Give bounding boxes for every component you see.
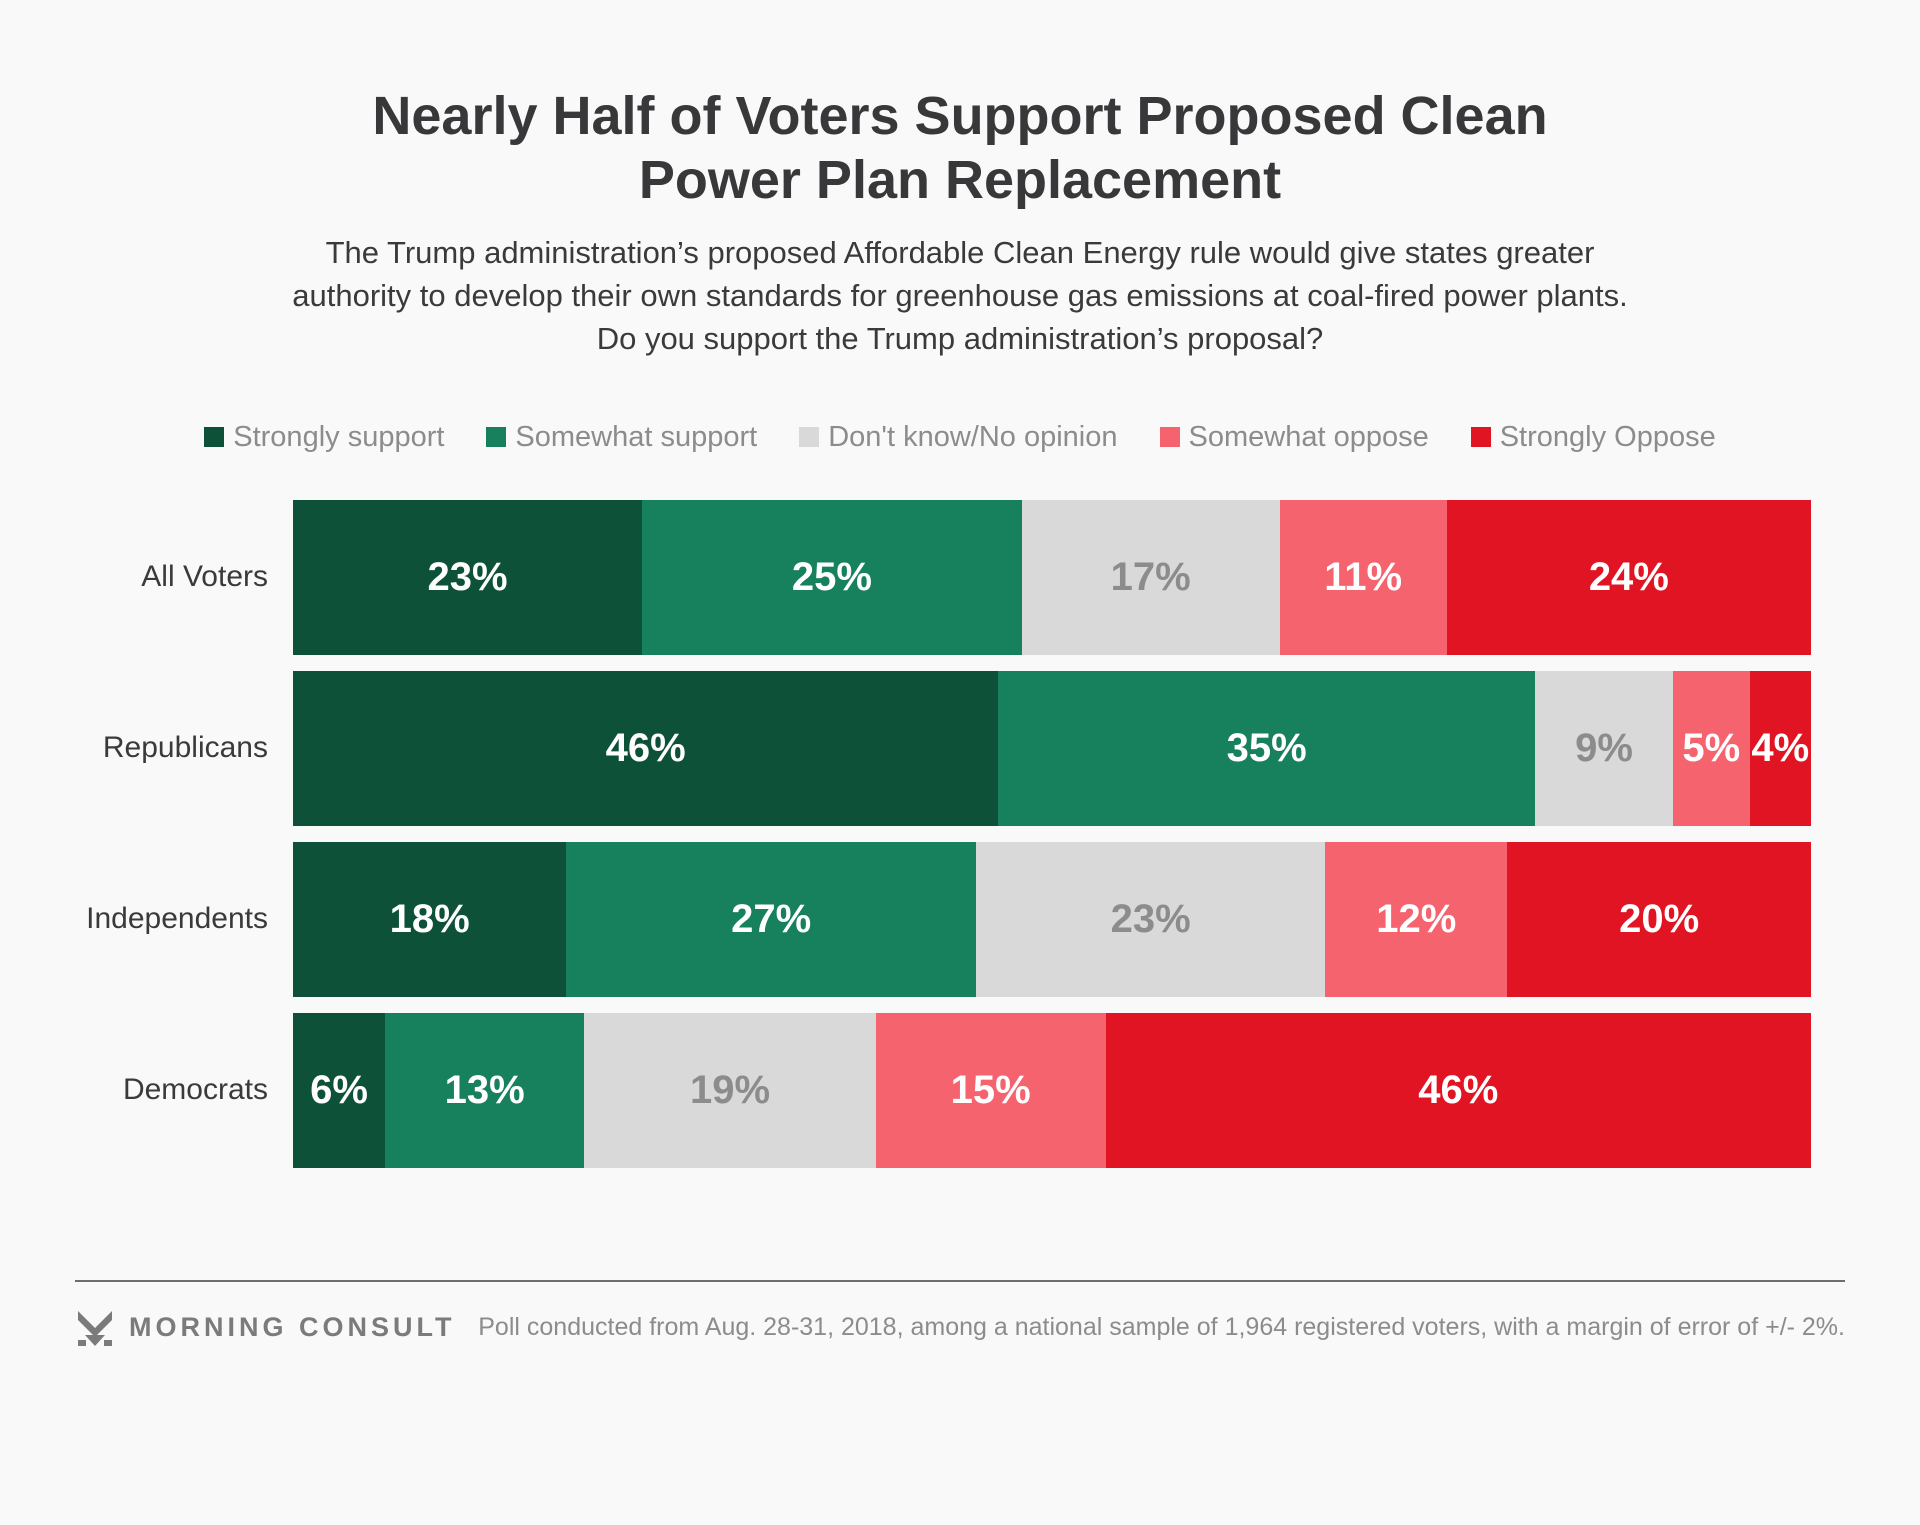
chart-subtitle: The Trump administration’s proposed Affo… xyxy=(292,235,1628,356)
legend-label: Somewhat support xyxy=(515,420,758,453)
footer: MORNING CONSULT Poll conducted from Aug.… xyxy=(75,1308,1845,1348)
bar-segment-democrats-strongly-oppose: 46% xyxy=(1105,1012,1811,1168)
morning-consult-logo-icon xyxy=(78,1310,112,1346)
legend-label: Strongly Oppose xyxy=(1499,420,1716,453)
row-label: All Voters xyxy=(141,560,268,594)
footer-divider xyxy=(75,1279,1845,1282)
bar-segment-republicans-strongly-support: 46% xyxy=(293,670,999,826)
poll-note: Poll conducted from Aug. 28-31, 2018, am… xyxy=(478,1313,1845,1342)
bar-segment-all-voters-strongly-support: 23% xyxy=(293,499,643,655)
chart-row-democrats: Democrats 6% 13% 19% 15% 46% xyxy=(75,1012,1811,1168)
brand-name: MORNING CONSULT xyxy=(129,1312,456,1343)
bar-segment-independents-strongly-oppose: 20% xyxy=(1507,841,1811,997)
bar-segment-all-voters-don-t-know-no-opinion: 17% xyxy=(1021,499,1280,655)
bar-segment-independents-somewhat-support: 27% xyxy=(566,841,977,997)
legend-swatch-icon xyxy=(1470,427,1491,448)
bar-segment-all-voters-somewhat-support: 25% xyxy=(642,499,1022,655)
legend-swatch-icon xyxy=(799,427,820,448)
bar-segment-democrats-don-t-know-no-opinion: 19% xyxy=(584,1012,876,1168)
legend-swatch-icon xyxy=(1159,427,1180,448)
bar-segment-republicans-somewhat-oppose: 5% xyxy=(1673,670,1750,826)
chart-title: Nearly Half of Voters Support Proposed C… xyxy=(372,86,1548,210)
legend-label: Don't know/No opinion xyxy=(828,420,1118,453)
stacked-bar: 6% 13% 19% 15% 46% xyxy=(293,1012,1811,1168)
legend-item-strongly-oppose: Strongly Oppose xyxy=(1470,420,1716,454)
bar-segment-independents-don-t-know-no-opinion: 23% xyxy=(976,841,1326,997)
chart-row-all-voters: All Voters 23% 25% 17% 11% 24% xyxy=(75,499,1811,655)
bar-segment-independents-strongly-support: 18% xyxy=(293,841,567,997)
page: Nearly Half of Voters Support Proposed C… xyxy=(0,85,1920,1525)
bar-segment-democrats-strongly-support: 6% xyxy=(293,1012,385,1168)
bar-segment-republicans-somewhat-support: 35% xyxy=(998,670,1535,826)
chart-row-republicans: Republicans 46% 35% 9% 5% 4% xyxy=(75,670,1811,826)
bar-segment-all-voters-somewhat-oppose: 11% xyxy=(1279,499,1447,655)
row-label: Republicans xyxy=(102,731,268,765)
stacked-bar-chart: All Voters 23% 25% 17% 11% 24% Republicans 46% 3… xyxy=(75,499,1811,1168)
bar-segment-republicans-strongly-oppose: 4% xyxy=(1749,670,1811,826)
row-label: Independents xyxy=(86,902,268,936)
stacked-bar: 18% 27% 23% 12% 20% xyxy=(293,841,1811,997)
bar-segment-all-voters-strongly-oppose: 24% xyxy=(1446,499,1811,655)
legend-item-somewhat-oppose: Somewhat oppose xyxy=(1159,420,1429,454)
chart-row-independents: Independents 18% 27% 23% 12% 20% xyxy=(75,841,1811,997)
bar-segment-independents-somewhat-oppose: 12% xyxy=(1325,841,1508,997)
legend-swatch-icon xyxy=(486,427,507,448)
legend-item-somewhat-support: Somewhat support xyxy=(486,421,757,454)
legend-swatch-icon xyxy=(204,427,225,448)
legend-label: Somewhat oppose xyxy=(1188,420,1429,453)
chart-legend: Strongly support Somewhat support Don't kn… xyxy=(0,421,1920,454)
legend-item-don-t-know-no-opinion: Don't know/No opinion xyxy=(799,420,1118,454)
stacked-bar: 23% 25% 17% 11% 24% xyxy=(293,499,1811,655)
brand: MORNING CONSULT xyxy=(75,1308,455,1348)
bar-segment-democrats-somewhat-oppose: 15% xyxy=(875,1012,1106,1168)
bar-segment-republicans-don-t-know-no-opinion: 9% xyxy=(1535,670,1673,826)
legend-item-strongly-support: Strongly support xyxy=(204,421,444,454)
legend-label: Strongly support xyxy=(233,420,445,453)
bar-segment-democrats-somewhat-support: 13% xyxy=(385,1012,585,1168)
row-label: Democrats xyxy=(122,1073,268,1107)
stacked-bar: 46% 35% 9% 5% 4% xyxy=(293,670,1811,826)
